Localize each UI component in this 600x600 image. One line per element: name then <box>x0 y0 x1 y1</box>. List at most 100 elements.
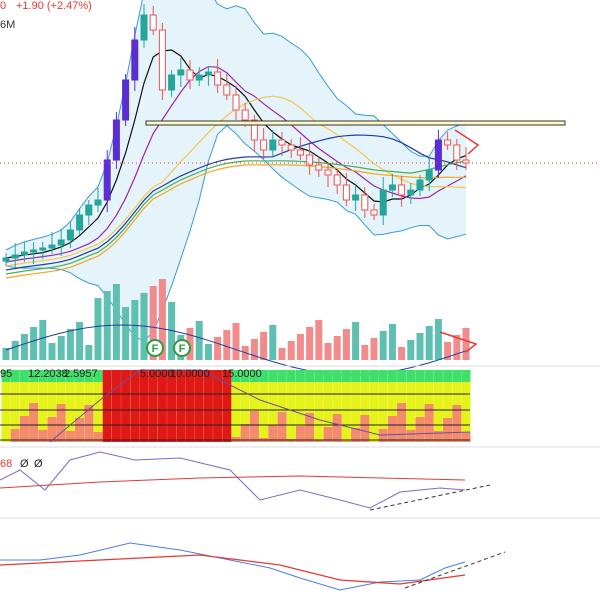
indicator-column-top <box>277 370 287 382</box>
indicator-column <box>47 382 57 442</box>
indicator-red <box>378 429 388 442</box>
indicator-column <box>65 382 75 442</box>
indicator-red <box>139 370 149 442</box>
volume-bar <box>444 342 452 360</box>
candle-body <box>85 204 93 216</box>
indicator-red <box>424 404 434 442</box>
indicator-column <box>268 382 278 442</box>
indicator-column-top <box>387 370 397 382</box>
candle-body <box>195 74 203 81</box>
volume-bar <box>20 334 28 360</box>
indicator-column-top <box>406 370 416 382</box>
candle-body <box>425 169 433 181</box>
indicator-column-top <box>249 370 259 382</box>
candle-body <box>30 249 38 253</box>
indicator-column-top <box>19 370 29 382</box>
indicator-column-top <box>75 370 85 382</box>
volume-bar <box>131 300 139 360</box>
flag-markers: F F <box>146 339 191 357</box>
marker-label[interactable]: F <box>152 343 159 355</box>
indicator-column-top <box>38 370 48 382</box>
indicator-column-top <box>443 370 453 382</box>
indicator-red <box>157 370 167 442</box>
candle-body <box>407 189 415 196</box>
candle-body <box>361 194 369 211</box>
volume-bar <box>287 341 295 360</box>
indicator-column-top <box>323 370 333 382</box>
volume-bar <box>214 337 222 360</box>
indicator-column-top <box>341 370 351 382</box>
candle-body <box>333 174 341 186</box>
indicator-column-top <box>452 370 462 382</box>
candle-body <box>434 139 442 171</box>
candle-body <box>131 39 139 81</box>
indicator-column <box>351 382 361 442</box>
marker-label[interactable]: F <box>179 343 186 355</box>
indicator-red <box>240 424 250 442</box>
volume-bar <box>57 336 65 360</box>
oscillator-pane: 68 Ø Ø <box>0 365 600 519</box>
candle-body <box>250 119 258 141</box>
candle-body <box>278 139 286 146</box>
indicator-label: 2.5957 <box>64 368 98 380</box>
indicator-column-top <box>93 370 103 382</box>
volume-bar <box>39 320 47 360</box>
volume-bar <box>232 323 240 360</box>
oscillator-line <box>0 451 466 509</box>
volume-bar <box>112 284 120 360</box>
indicator-column <box>443 382 453 442</box>
indicator-red <box>167 370 177 442</box>
price-arrow <box>454 129 480 155</box>
volume-bar <box>2 348 10 360</box>
indicator-column-top <box>415 370 425 382</box>
indicator-red <box>38 430 48 442</box>
volume-bar <box>379 331 387 360</box>
indicator-column-top <box>47 370 57 382</box>
volume-bar <box>370 338 378 360</box>
indicator-column <box>360 382 370 442</box>
indicator-line <box>49 369 471 443</box>
moving-average <box>5 164 467 279</box>
indicator-red <box>443 418 453 442</box>
indicator-column-top <box>369 370 379 382</box>
candle-body <box>462 159 470 164</box>
indicator-column <box>259 382 269 442</box>
indicator-red <box>56 404 66 442</box>
indicator-column <box>378 382 388 442</box>
indicator-red <box>305 413 315 442</box>
indicator-red <box>185 370 195 442</box>
volume-bar <box>453 335 461 360</box>
bottom-signal <box>0 554 466 585</box>
indicator-column-top <box>424 370 434 382</box>
marker-circle[interactable] <box>173 339 191 357</box>
volume-label: 6M <box>0 19 15 31</box>
volume-bar <box>94 298 102 360</box>
marker-circle[interactable] <box>146 339 164 357</box>
volume-bar <box>85 345 93 360</box>
volume-pane <box>2 279 478 376</box>
indicator-column <box>415 382 425 442</box>
indicator-column-top <box>295 370 305 382</box>
indicator-red <box>249 411 259 442</box>
indicator-red <box>397 403 407 442</box>
bottom-line <box>0 542 466 591</box>
indicator-red <box>93 432 103 442</box>
candle-body <box>48 244 56 249</box>
indicator-column-top <box>240 370 250 382</box>
volume-bar <box>398 347 406 360</box>
candle-body <box>444 139 452 146</box>
indicator-column-top <box>56 370 66 382</box>
indicator-column <box>369 382 379 442</box>
volume-bar <box>269 325 277 360</box>
volume-bar <box>48 343 56 360</box>
candle-body <box>306 154 314 166</box>
candle-body <box>168 74 176 91</box>
candle-body <box>11 254 19 259</box>
indicator-red <box>332 414 342 442</box>
candle-body <box>66 229 74 241</box>
candle-body <box>232 94 240 111</box>
indicator-column-top <box>84 370 94 382</box>
candle-body <box>241 109 249 121</box>
candle-body <box>204 71 212 76</box>
